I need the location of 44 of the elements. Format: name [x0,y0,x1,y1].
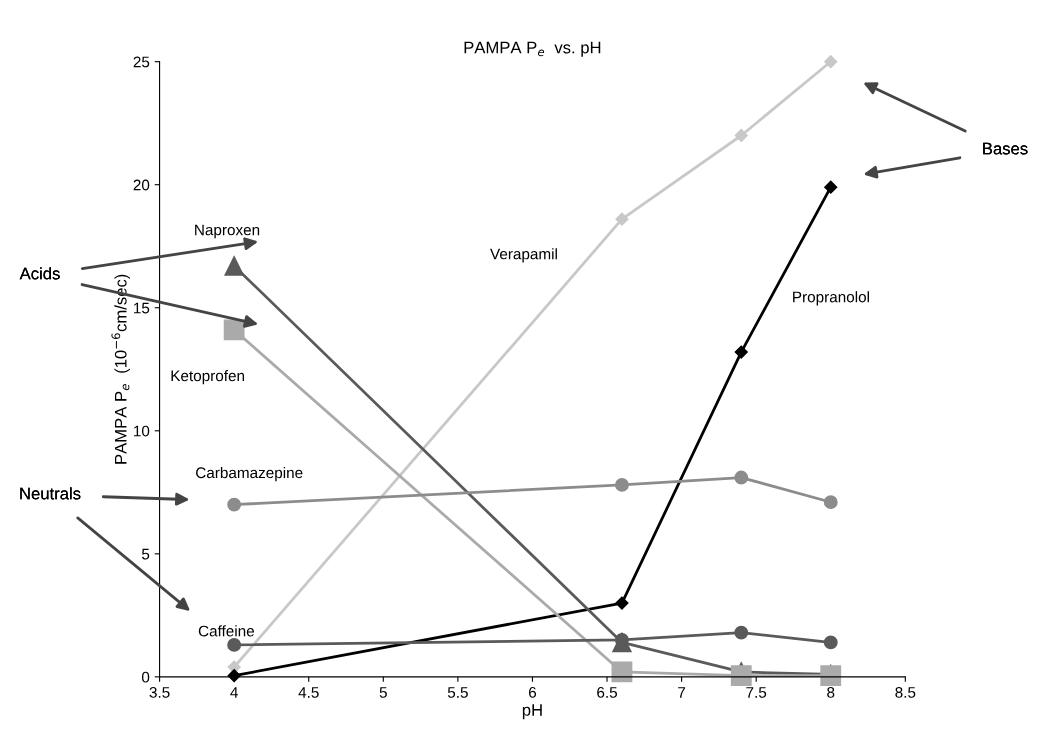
point [823,495,838,510]
point [734,345,748,359]
y-tick-label: 25 [133,56,150,68]
x-tick-label: 6.5 [597,687,618,698]
y-tick-label: 10 [134,425,150,437]
text: Acids [19,267,60,280]
point [615,212,629,226]
y-tick-label: 15 [134,302,150,314]
x-tick-label: 4.5 [298,687,319,698]
y-axis-title: PAMPA P$_{e}$ (10$^{−6}$cm/sec) [111,274,130,464]
text: Bases [983,142,1028,155]
x-tick-label: 5 [379,687,387,698]
point [614,477,629,492]
x-tick-label: 3.5 [149,687,170,698]
x-tick-label: 7.5 [746,687,767,698]
point [227,637,242,652]
x-tick-label: 7 [678,687,686,698]
y-tick-label: 20 [133,179,150,191]
point [224,256,244,276]
series-label: Carbamazepine [196,466,303,482]
x-tick-label: 4 [230,687,238,698]
series-label: Naproxen [195,224,260,239]
point [824,55,838,69]
x-tick-label: 5.5 [447,687,468,698]
y-tick-label: 5 [141,548,150,560]
series-label: Ketoprofen [171,370,245,385]
y-tick-label: 0 [141,671,150,683]
point [227,497,242,512]
point [615,596,629,610]
x-tick-label: 8 [827,687,835,698]
point [734,128,748,143]
point [734,470,749,485]
series-label: Propranolol [793,291,869,306]
series-label: Caffeine [198,625,254,637]
point [223,319,245,341]
point [823,635,838,650]
text: Neutrals [20,487,81,500]
x-tick-label: 8.5 [895,687,916,698]
point [734,625,749,640]
chart-title: PAMPA P$_{e}$ vs. pH [464,41,601,57]
x-tick-label: 6 [528,687,537,698]
series-label: Verapamil [490,248,557,263]
point [824,180,838,194]
x-axis-title: pH [522,704,542,720]
